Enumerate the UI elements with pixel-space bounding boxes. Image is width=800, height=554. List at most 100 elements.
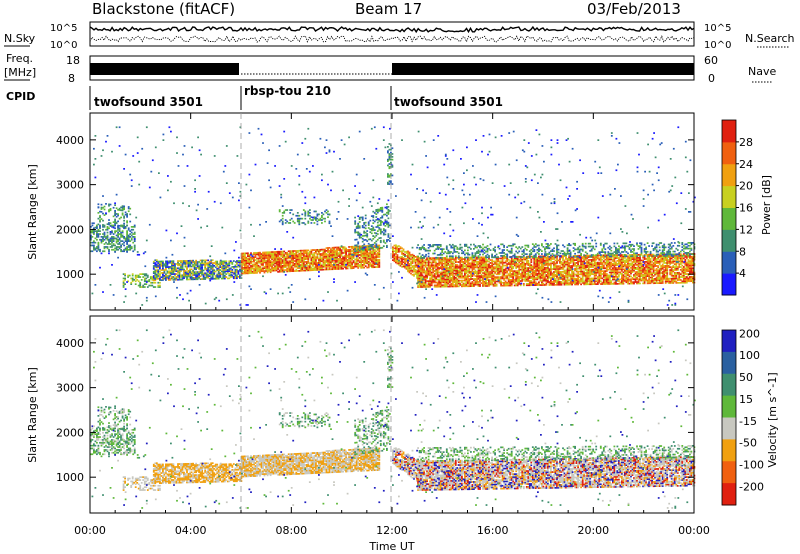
power-cell <box>574 282 576 284</box>
power-cell <box>468 269 471 272</box>
power-cell <box>259 254 261 257</box>
power-cell <box>421 266 424 268</box>
power-cell <box>187 264 190 266</box>
power-cell <box>295 268 298 271</box>
power-cell <box>524 271 527 274</box>
power-cell <box>503 281 505 284</box>
power-cell <box>492 285 495 287</box>
power-cell <box>165 264 167 267</box>
power-cell <box>111 226 113 228</box>
power-cell <box>208 270 211 273</box>
power-cell <box>433 273 436 275</box>
power-cell <box>436 270 439 272</box>
power-cell <box>343 252 346 254</box>
power-cell <box>222 274 225 277</box>
power-cell <box>598 267 601 270</box>
power-cell <box>480 257 483 260</box>
power-cell <box>387 221 390 224</box>
power-cell <box>396 254 399 256</box>
power-cell <box>506 270 509 273</box>
power-cell <box>534 259 537 262</box>
power-cell <box>324 257 326 259</box>
power-cell <box>471 259 474 262</box>
power-cell <box>175 263 178 265</box>
power-cell <box>240 271 243 274</box>
power-cell <box>456 279 459 282</box>
power-cell <box>542 259 545 262</box>
power-cell <box>471 283 474 286</box>
power-cell <box>456 269 459 272</box>
power-cell <box>241 262 243 265</box>
power-cell <box>286 270 289 273</box>
power-cell <box>387 164 389 167</box>
power-cell <box>448 272 451 275</box>
power-cell <box>268 255 270 258</box>
power-cell <box>491 260 493 263</box>
power-cell <box>470 282 472 285</box>
power-cell <box>248 260 251 263</box>
power-cell <box>315 264 317 267</box>
power-cell <box>580 269 582 271</box>
power-cell <box>590 260 593 263</box>
power-cell <box>165 277 167 280</box>
power-cell <box>143 279 146 281</box>
power-cell <box>358 218 361 220</box>
power-cell <box>290 266 293 268</box>
power-cell <box>506 263 509 265</box>
power-cell <box>149 281 152 284</box>
power-cell <box>468 259 471 262</box>
power-cell <box>336 266 338 269</box>
power-cell <box>533 271 536 274</box>
power-cell <box>598 270 601 273</box>
power-cell <box>457 271 460 273</box>
power-cell <box>542 278 545 281</box>
power-cell <box>384 230 387 233</box>
power-cell <box>364 227 367 230</box>
power-cell <box>577 270 579 273</box>
power-cell <box>568 270 570 273</box>
power-cell <box>417 257 419 260</box>
power-cell <box>578 280 581 283</box>
power-cell <box>519 268 522 271</box>
power-cell <box>581 264 584 267</box>
power-cell <box>292 255 295 258</box>
power-cell <box>557 279 560 282</box>
power-cell <box>256 253 258 256</box>
power-cell <box>193 278 196 281</box>
power-cell <box>254 269 257 271</box>
power-cell <box>547 259 549 262</box>
power-cell <box>151 284 154 287</box>
beam-title: Beam 17 <box>355 0 422 18</box>
power-cell <box>328 268 331 271</box>
power-cell <box>404 264 406 266</box>
power-cell <box>336 253 338 256</box>
power-cell <box>601 283 604 285</box>
power-cell <box>115 234 118 237</box>
power-cell <box>183 271 185 274</box>
power-cell <box>205 268 208 270</box>
power-cell <box>538 264 540 266</box>
power-cell <box>578 273 581 276</box>
power-cell <box>124 279 126 281</box>
power-cell <box>277 256 279 259</box>
power-cell <box>372 228 375 230</box>
power-cell <box>162 266 164 268</box>
power-cell <box>265 268 267 271</box>
power-cell <box>369 262 372 264</box>
power-cell <box>364 258 367 260</box>
power-cell <box>133 224 136 227</box>
power-cell <box>268 257 270 259</box>
power-cell <box>322 263 325 265</box>
power-cell <box>474 265 477 267</box>
power-cell <box>595 283 598 285</box>
power-cell <box>550 265 552 268</box>
power-cell <box>531 274 534 276</box>
power-cell <box>462 269 465 272</box>
power-cell <box>232 267 235 270</box>
power-cell <box>129 246 132 248</box>
power-cell <box>559 271 561 273</box>
power-cell <box>485 262 487 264</box>
power-cell <box>256 264 258 267</box>
power-cell <box>99 227 101 230</box>
power-cell <box>189 268 191 271</box>
